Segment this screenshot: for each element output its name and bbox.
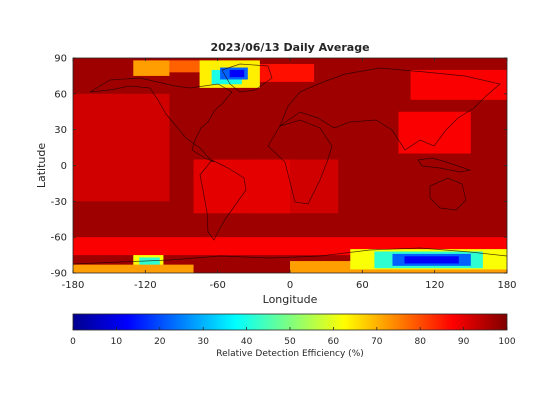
colorbar-tick-label: 30 xyxy=(197,337,209,347)
coastline-indonesia xyxy=(417,157,472,173)
heatmap-map xyxy=(73,58,507,273)
coastline-north-america xyxy=(89,77,233,163)
colorbar-tick-label: 60 xyxy=(328,337,340,347)
colorbar-tick-label: 100 xyxy=(498,337,515,347)
y-tick-label: -60 xyxy=(51,233,67,244)
x-axis-label: Longitude xyxy=(263,293,318,306)
y-tick-label: 0 xyxy=(61,161,67,172)
colorbar-label: Relative Detection Efficiency (%) xyxy=(216,349,364,359)
x-tick-label: 120 xyxy=(425,280,444,291)
coastline-south-america xyxy=(199,159,247,241)
heatmap-region-0 xyxy=(73,93,170,202)
coastline-antarctica xyxy=(73,247,507,265)
colorbar-tick-label: 20 xyxy=(154,337,166,347)
coastline-greenland xyxy=(221,63,273,93)
y-tick-label: 60 xyxy=(54,89,67,100)
x-tick-label: 0 xyxy=(287,280,293,291)
coastlines xyxy=(73,63,507,265)
colorbar-tick-label: 50 xyxy=(284,337,296,347)
y-tick-label: 30 xyxy=(54,125,67,136)
y-tick-label: -90 xyxy=(51,269,67,280)
heatmap-region-4 xyxy=(410,69,507,100)
colorbar-tick-label: 0 xyxy=(70,337,76,347)
coastline-australia xyxy=(429,177,467,211)
colorbar-axis: 0 10 20 30 40 50 60 70 80 90 100 xyxy=(70,327,516,347)
heatmap-region-14 xyxy=(139,257,160,266)
x-tick-label: 60 xyxy=(356,280,369,291)
x-tick-label: -120 xyxy=(134,280,157,291)
y-axis-label: Latitude xyxy=(35,143,48,189)
colorbar-tick-label: 10 xyxy=(111,337,123,347)
heatmap-region-15 xyxy=(73,264,194,273)
coastline-africa xyxy=(267,119,333,205)
heatmap-region-12 xyxy=(229,69,245,78)
x-tick-label: -180 xyxy=(62,280,85,291)
chart-title: 2023/06/13 Daily Average xyxy=(210,41,369,54)
x-tick-label: -60 xyxy=(209,280,225,291)
heatmap-region-7 xyxy=(133,60,170,76)
heatmap-region-2 xyxy=(193,159,290,214)
heatmap-region-8 xyxy=(169,60,200,73)
y-axis: 90 60 30 0 -30 -60 -90 xyxy=(51,54,507,280)
heatmap-region-20 xyxy=(404,256,459,264)
colorbar-tick-label: 40 xyxy=(241,337,253,347)
x-tick-label: 180 xyxy=(497,280,516,291)
colorbar-tick-label: 80 xyxy=(414,337,426,347)
x-axis: -180 -120 -60 0 60 120 180 xyxy=(62,58,517,291)
y-tick-label: -30 xyxy=(51,197,67,208)
coastline-eurasia xyxy=(279,67,501,151)
colorbar-tick-label: 90 xyxy=(458,337,470,347)
colorbar-tick-label: 70 xyxy=(371,337,383,347)
y-tick-label: 90 xyxy=(54,54,67,65)
